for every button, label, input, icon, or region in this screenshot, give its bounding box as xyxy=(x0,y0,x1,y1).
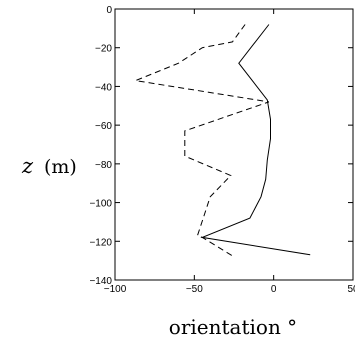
y-axis-label-unit: (m) xyxy=(44,156,77,178)
y-tick-label: −100 xyxy=(89,199,112,210)
x-tick-label: −50 xyxy=(186,284,203,295)
y-tick-label: −20 xyxy=(95,44,112,55)
y-tick-label: −60 xyxy=(95,121,112,132)
y-tick-label: −80 xyxy=(95,160,112,171)
x-tick-label: −100 xyxy=(104,284,127,295)
plot-frame xyxy=(114,8,354,281)
y-tick-label: −140 xyxy=(89,276,112,287)
series-lines xyxy=(133,24,311,258)
axis-ticks xyxy=(114,8,354,281)
y-tick-label: −120 xyxy=(89,237,112,248)
series-line-dashed xyxy=(133,24,270,258)
y-tick-label: 0 xyxy=(106,5,112,16)
y-axis-label-symbol: z xyxy=(21,154,34,178)
axis-tick-labels: 0−20−40−60−80−100−120−140−100−50050 xyxy=(89,5,355,295)
x-axis-label: orientation ° xyxy=(169,315,297,339)
x-tick-label: 50 xyxy=(347,284,355,295)
x-tick-label: 0 xyxy=(271,284,277,295)
y-tick-label: −40 xyxy=(95,82,112,93)
series-line-solid xyxy=(200,24,311,256)
